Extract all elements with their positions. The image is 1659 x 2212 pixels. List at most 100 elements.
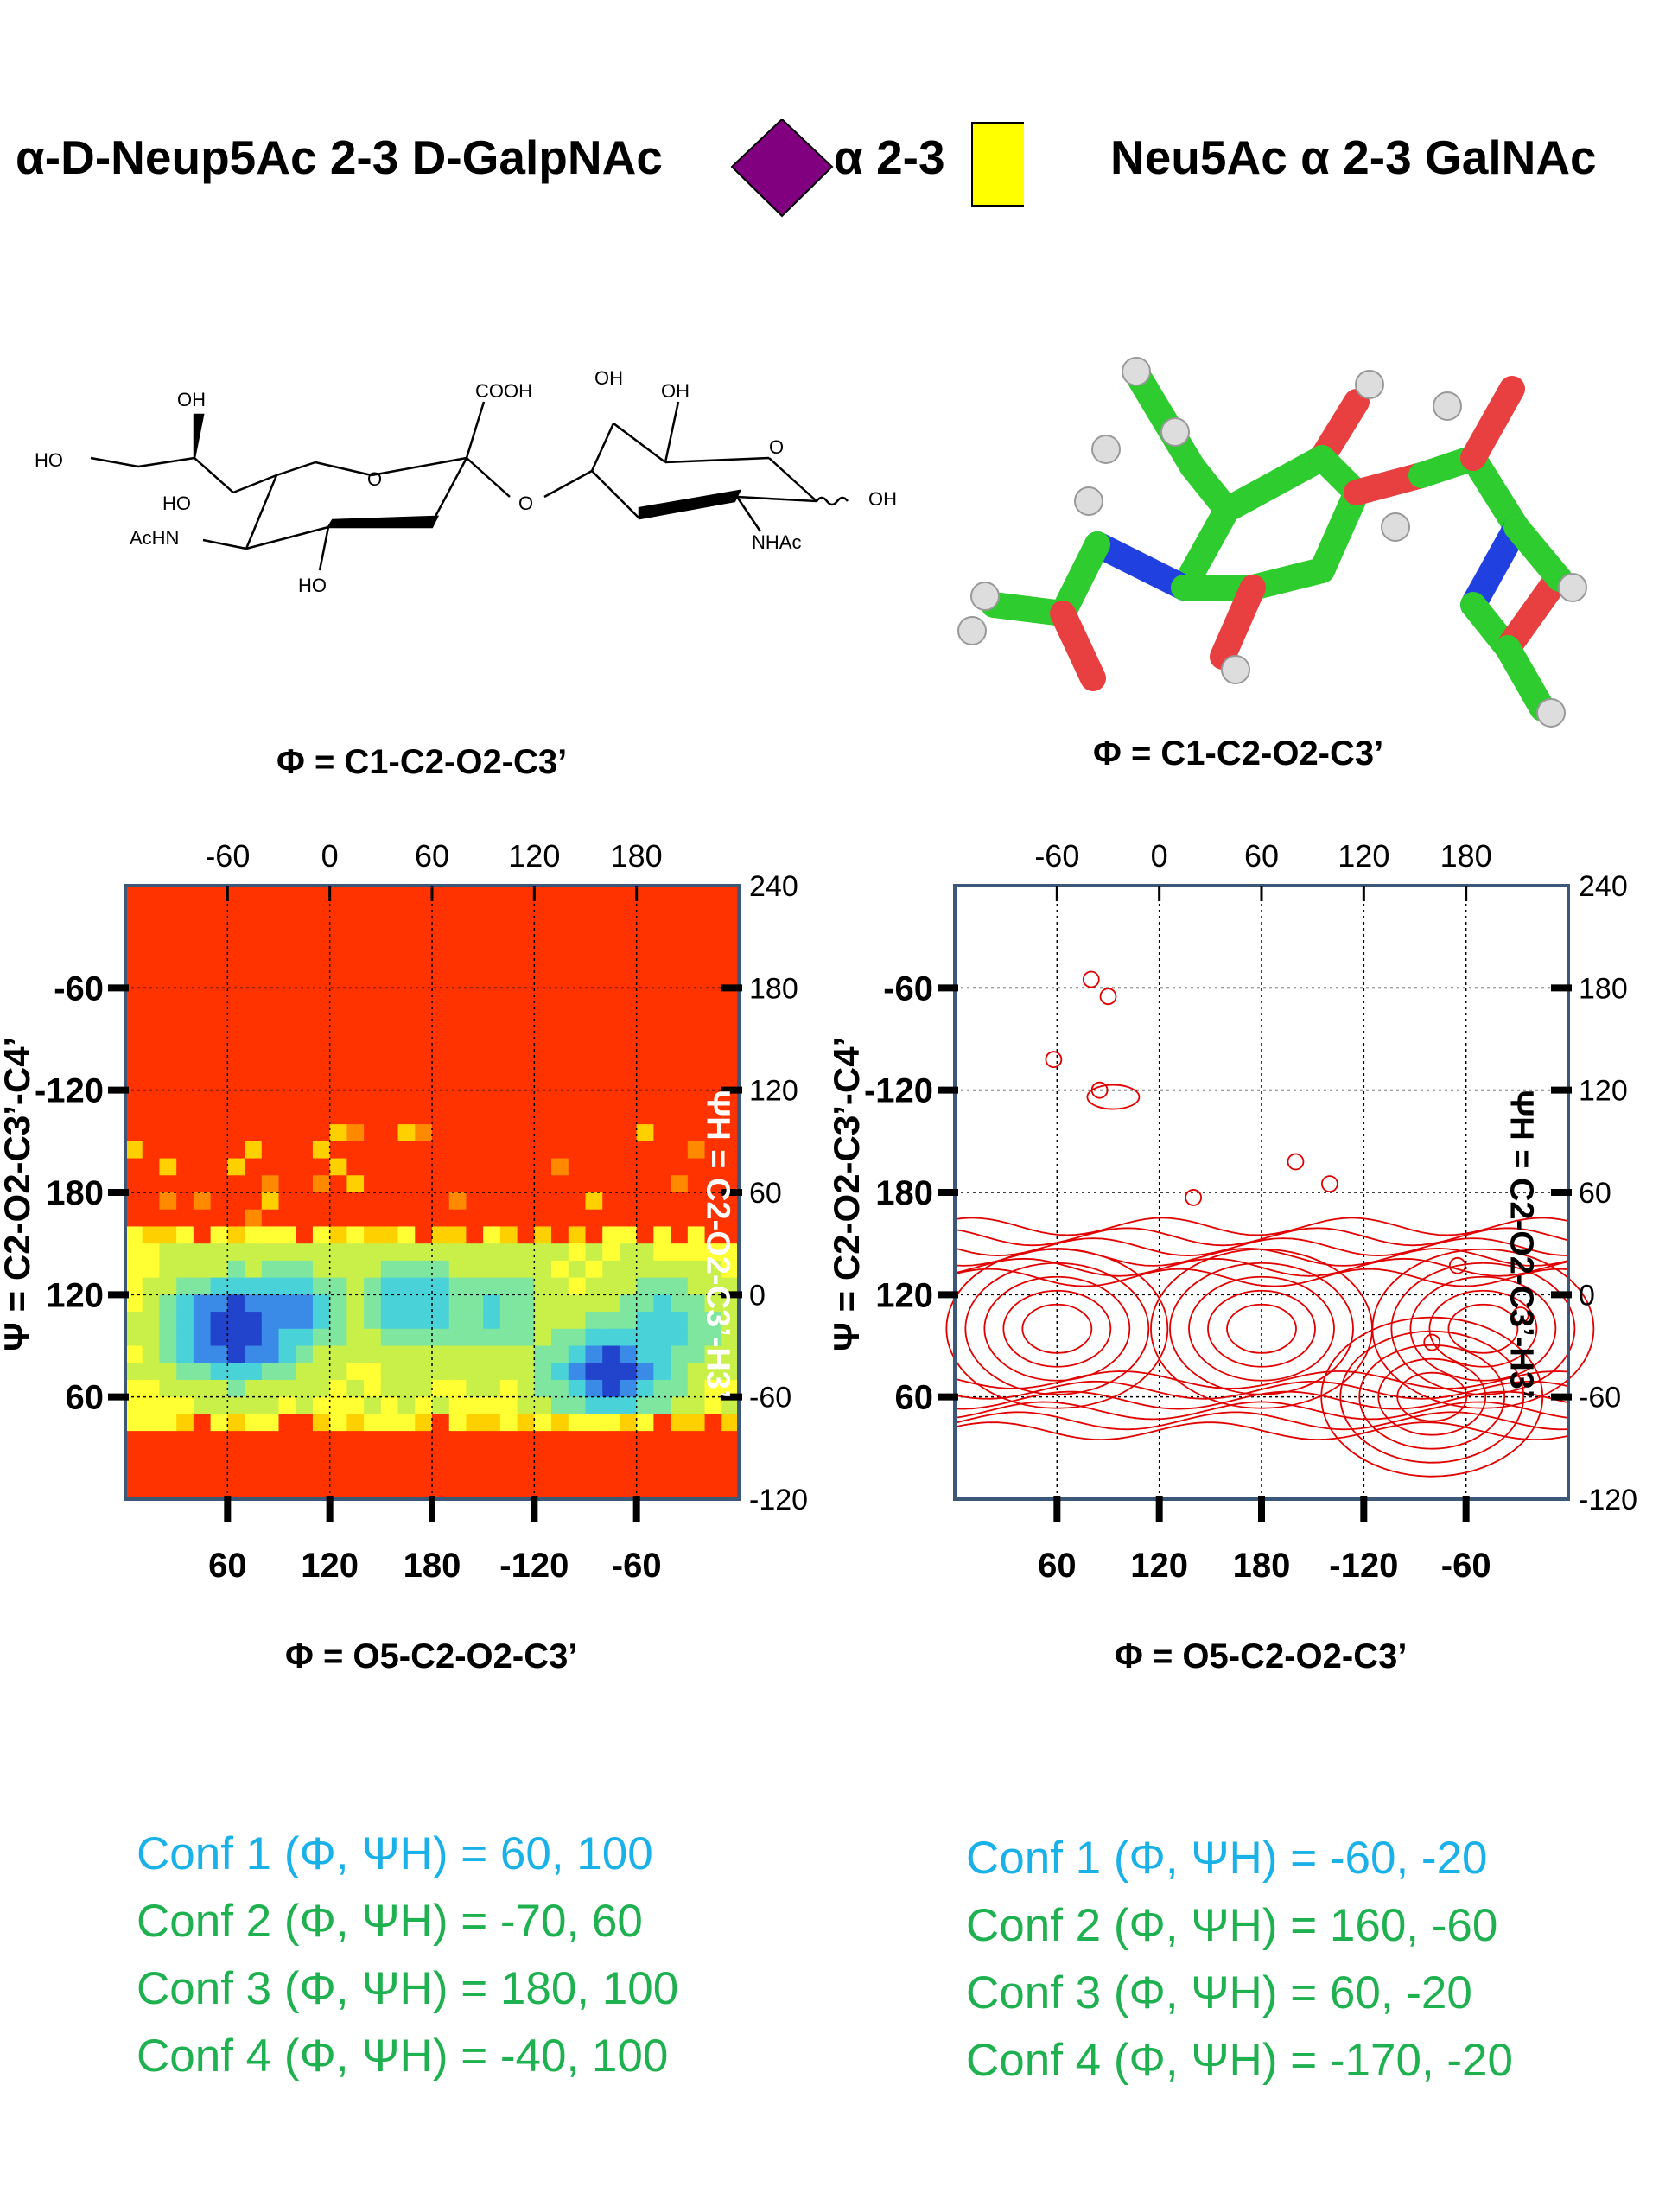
heatmap-cell bbox=[653, 1414, 671, 1432]
heatmap-cell bbox=[466, 970, 484, 988]
heatmap-cell bbox=[415, 1345, 433, 1363]
heatmap-cell bbox=[193, 937, 212, 955]
heatmap-cell bbox=[602, 1141, 620, 1160]
heatmap-cell bbox=[364, 953, 382, 972]
heatmap-cell bbox=[142, 1226, 161, 1244]
heatmap-cell bbox=[483, 1363, 501, 1381]
heatmap-cell bbox=[227, 902, 245, 921]
heatmap-cell bbox=[397, 1379, 416, 1398]
heatmap-cell bbox=[415, 1175, 433, 1193]
heatmap-cell bbox=[671, 1021, 689, 1040]
heatmap-cell bbox=[704, 1107, 722, 1125]
heatmap-cell bbox=[278, 1005, 296, 1023]
right-tick-label: 180 bbox=[749, 972, 798, 1005]
heatmap-cell bbox=[312, 1379, 331, 1398]
heatmap-cell bbox=[721, 1431, 740, 1449]
heatmap-cell bbox=[397, 1260, 416, 1279]
heatmap-cell bbox=[466, 1158, 484, 1176]
heatmap-cell bbox=[636, 1363, 654, 1381]
heatmap-cell bbox=[551, 1312, 569, 1330]
heatmap-cell bbox=[602, 1072, 620, 1091]
heatmap-cell bbox=[415, 1396, 433, 1414]
heatmap-cell bbox=[261, 1090, 280, 1108]
heatmap-cell bbox=[364, 1260, 382, 1279]
heatmap-cell bbox=[466, 1021, 484, 1040]
heatmap-cell bbox=[159, 1465, 177, 1483]
heatmap-cell bbox=[704, 1277, 722, 1295]
heatmap-cell bbox=[653, 1243, 671, 1262]
heatmap-cell bbox=[296, 1312, 314, 1330]
heatmap-cell bbox=[568, 1107, 587, 1125]
heatmap-cell bbox=[346, 1243, 365, 1262]
heatmap-cell bbox=[466, 1005, 484, 1023]
heatmap-cell bbox=[568, 1226, 587, 1244]
heatmap-cell bbox=[397, 1277, 416, 1295]
right-tick-label: -120 bbox=[1579, 1484, 1637, 1516]
heatmap-cell bbox=[312, 1431, 331, 1449]
heatmap-cell bbox=[245, 970, 263, 988]
heatmap-cell bbox=[193, 1260, 212, 1279]
heatmap-cell bbox=[142, 1192, 161, 1211]
heatmap-cell bbox=[261, 1328, 280, 1347]
heatmap-cell bbox=[653, 1396, 671, 1414]
heatmap-cell bbox=[210, 1175, 228, 1193]
heatmap-cell bbox=[602, 1328, 620, 1347]
heatmap-cell bbox=[704, 1312, 722, 1330]
heatmap-cell bbox=[415, 1226, 433, 1244]
heatmap-cell bbox=[602, 1158, 620, 1176]
heatmap-cell bbox=[448, 988, 467, 1006]
heatmap-cell bbox=[466, 1175, 484, 1193]
heatmap-cell bbox=[227, 1175, 245, 1193]
heatmap-cell bbox=[329, 1379, 347, 1398]
heatmap-cell bbox=[159, 1039, 177, 1057]
heatmap-cell bbox=[432, 970, 450, 988]
heatmap-cell bbox=[245, 1294, 263, 1313]
heatmap-cell bbox=[176, 1294, 194, 1313]
heatmap-cell bbox=[602, 1021, 620, 1040]
heatmap-cell bbox=[585, 1107, 603, 1125]
heatmap-cell bbox=[210, 1192, 228, 1211]
heatmap-cell bbox=[364, 1482, 382, 1500]
heatmap-cell bbox=[261, 1260, 280, 1279]
heatmap-cell bbox=[721, 1175, 740, 1193]
structure-label: O bbox=[769, 436, 784, 458]
heatmap-cell bbox=[159, 1175, 177, 1193]
heatmap-cell bbox=[397, 1312, 416, 1330]
heatmap-cell bbox=[432, 1141, 450, 1160]
heatmap-cell bbox=[517, 886, 535, 904]
heatmap-cell bbox=[619, 1345, 638, 1363]
heatmap-cell bbox=[176, 988, 194, 1006]
heatmap-cell bbox=[278, 1465, 296, 1483]
heatmap-cell bbox=[346, 902, 365, 921]
heatmap-cell bbox=[602, 1107, 620, 1125]
heatmap-cell bbox=[517, 1414, 535, 1432]
heatmap-cell bbox=[329, 953, 347, 972]
heatmap-cell bbox=[704, 1465, 722, 1483]
heatmap-cell bbox=[415, 1447, 433, 1466]
heatmap-cell bbox=[585, 1482, 603, 1500]
heatmap-cell bbox=[296, 1175, 314, 1193]
heatmap-cell bbox=[346, 1328, 365, 1347]
heatmap-cell bbox=[125, 1141, 143, 1160]
heatmap-cell bbox=[227, 1192, 245, 1211]
heatmap-cell bbox=[585, 1090, 603, 1108]
heatmap-cell bbox=[159, 953, 177, 972]
heatmap-cell bbox=[261, 1021, 280, 1040]
heatmap-cell bbox=[466, 1447, 484, 1466]
heatmap-cell bbox=[671, 953, 689, 972]
heatmap-cell bbox=[534, 1345, 552, 1363]
heatmap-cell bbox=[704, 1363, 722, 1381]
heatmap-cell bbox=[329, 1056, 347, 1074]
heatmap-cell bbox=[346, 970, 365, 988]
heatmap-cell bbox=[329, 1021, 347, 1040]
heatmap-cell bbox=[397, 1345, 416, 1363]
heatmap-cell bbox=[210, 988, 228, 1006]
heatmap-cell bbox=[397, 970, 416, 988]
heatmap-cell bbox=[312, 1345, 331, 1363]
conf-line: Conf 4 (Φ, ΨH) = -170, -20 bbox=[966, 2035, 1513, 2086]
heatmap-cell bbox=[721, 1072, 740, 1091]
phi-bottom-label-left: Φ = O5-C2-O2-C3’ bbox=[285, 1637, 578, 1675]
heatmap-cell bbox=[568, 970, 587, 988]
heatmap-cell bbox=[499, 1243, 518, 1262]
heatmap-cell bbox=[653, 1363, 671, 1381]
